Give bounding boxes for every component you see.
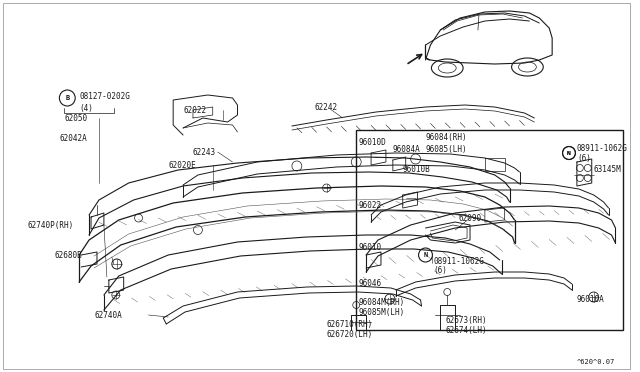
Bar [356, 130, 623, 330]
Text: 62674(LH): 62674(LH) [445, 326, 487, 334]
Text: 08127-0202G: 08127-0202G [79, 92, 130, 100]
Text: 63145M: 63145M [594, 164, 621, 173]
Text: 96085(LH): 96085(LH) [426, 144, 467, 154]
Text: (6): (6) [577, 154, 591, 163]
Text: 62740A: 62740A [94, 311, 122, 320]
Text: B: B [65, 95, 69, 101]
Text: (4): (4) [79, 103, 93, 112]
Text: 62090: 62090 [458, 214, 481, 222]
Text: 08911-1062G: 08911-1062G [577, 144, 628, 153]
Text: 96010D: 96010D [358, 138, 386, 147]
Text: 62022: 62022 [183, 106, 206, 115]
Text: 08911-1062G: 08911-1062G [433, 257, 484, 266]
Text: N: N [567, 151, 571, 155]
Text: 96010: 96010 [358, 244, 381, 253]
Text: 96010B: 96010B [403, 164, 431, 173]
Text: 62243: 62243 [193, 148, 216, 157]
Text: 96010A: 96010A [577, 295, 605, 305]
Text: 96022: 96022 [358, 201, 381, 209]
Text: 62242: 62242 [315, 103, 338, 112]
Text: 62680B: 62680B [54, 250, 82, 260]
Text: 96084(RH): 96084(RH) [426, 132, 467, 141]
Text: 62050: 62050 [64, 113, 88, 122]
Text: N: N [424, 252, 428, 258]
Text: 626710(RH): 626710(RH) [326, 321, 372, 330]
Text: 62673(RH): 62673(RH) [445, 315, 487, 324]
Text: 96084M(RH): 96084M(RH) [358, 298, 404, 307]
Text: 626720(LH): 626720(LH) [326, 330, 372, 340]
Text: 62020E: 62020E [168, 160, 196, 170]
Text: 62740P(RH): 62740P(RH) [28, 221, 74, 230]
Text: ^620^0.07: ^620^0.07 [577, 359, 616, 365]
Text: 96085M(LH): 96085M(LH) [358, 308, 404, 317]
Text: 62042A: 62042A [60, 134, 87, 142]
Text: 96046: 96046 [358, 279, 381, 288]
Text: 96084A: 96084A [393, 144, 420, 154]
Text: (6): (6) [433, 266, 447, 276]
Text: N: N [567, 151, 571, 155]
